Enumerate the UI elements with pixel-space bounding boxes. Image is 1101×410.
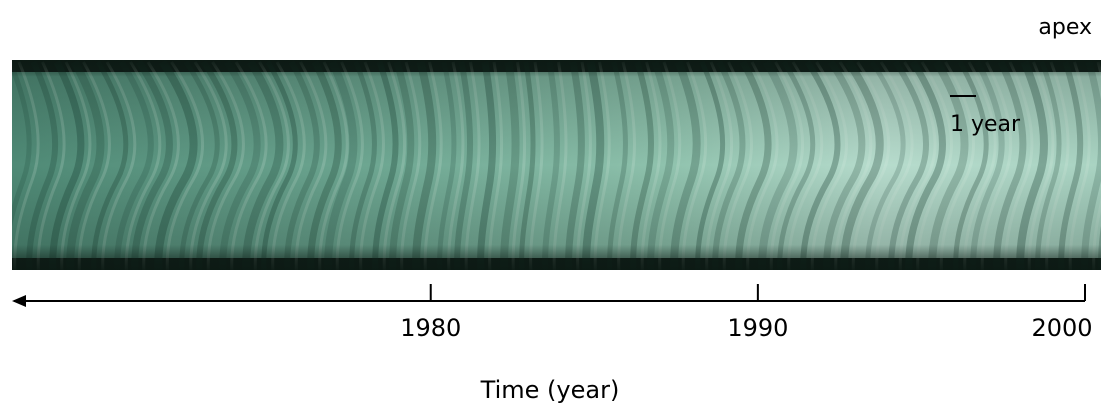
axis-arrow <box>12 295 26 307</box>
x-tick-label: 1980 <box>400 314 461 342</box>
coral-photo <box>12 60 1101 270</box>
axis-title: Time (year) <box>480 376 620 404</box>
x-tick-label: 1990 <box>727 314 788 342</box>
apex-label: apex <box>1038 15 1092 40</box>
x-tick-label: 2000 <box>1031 314 1092 342</box>
time-axis: 1980 1990 2000 <box>12 284 1093 342</box>
scale-label: 1 year <box>950 112 1021 137</box>
